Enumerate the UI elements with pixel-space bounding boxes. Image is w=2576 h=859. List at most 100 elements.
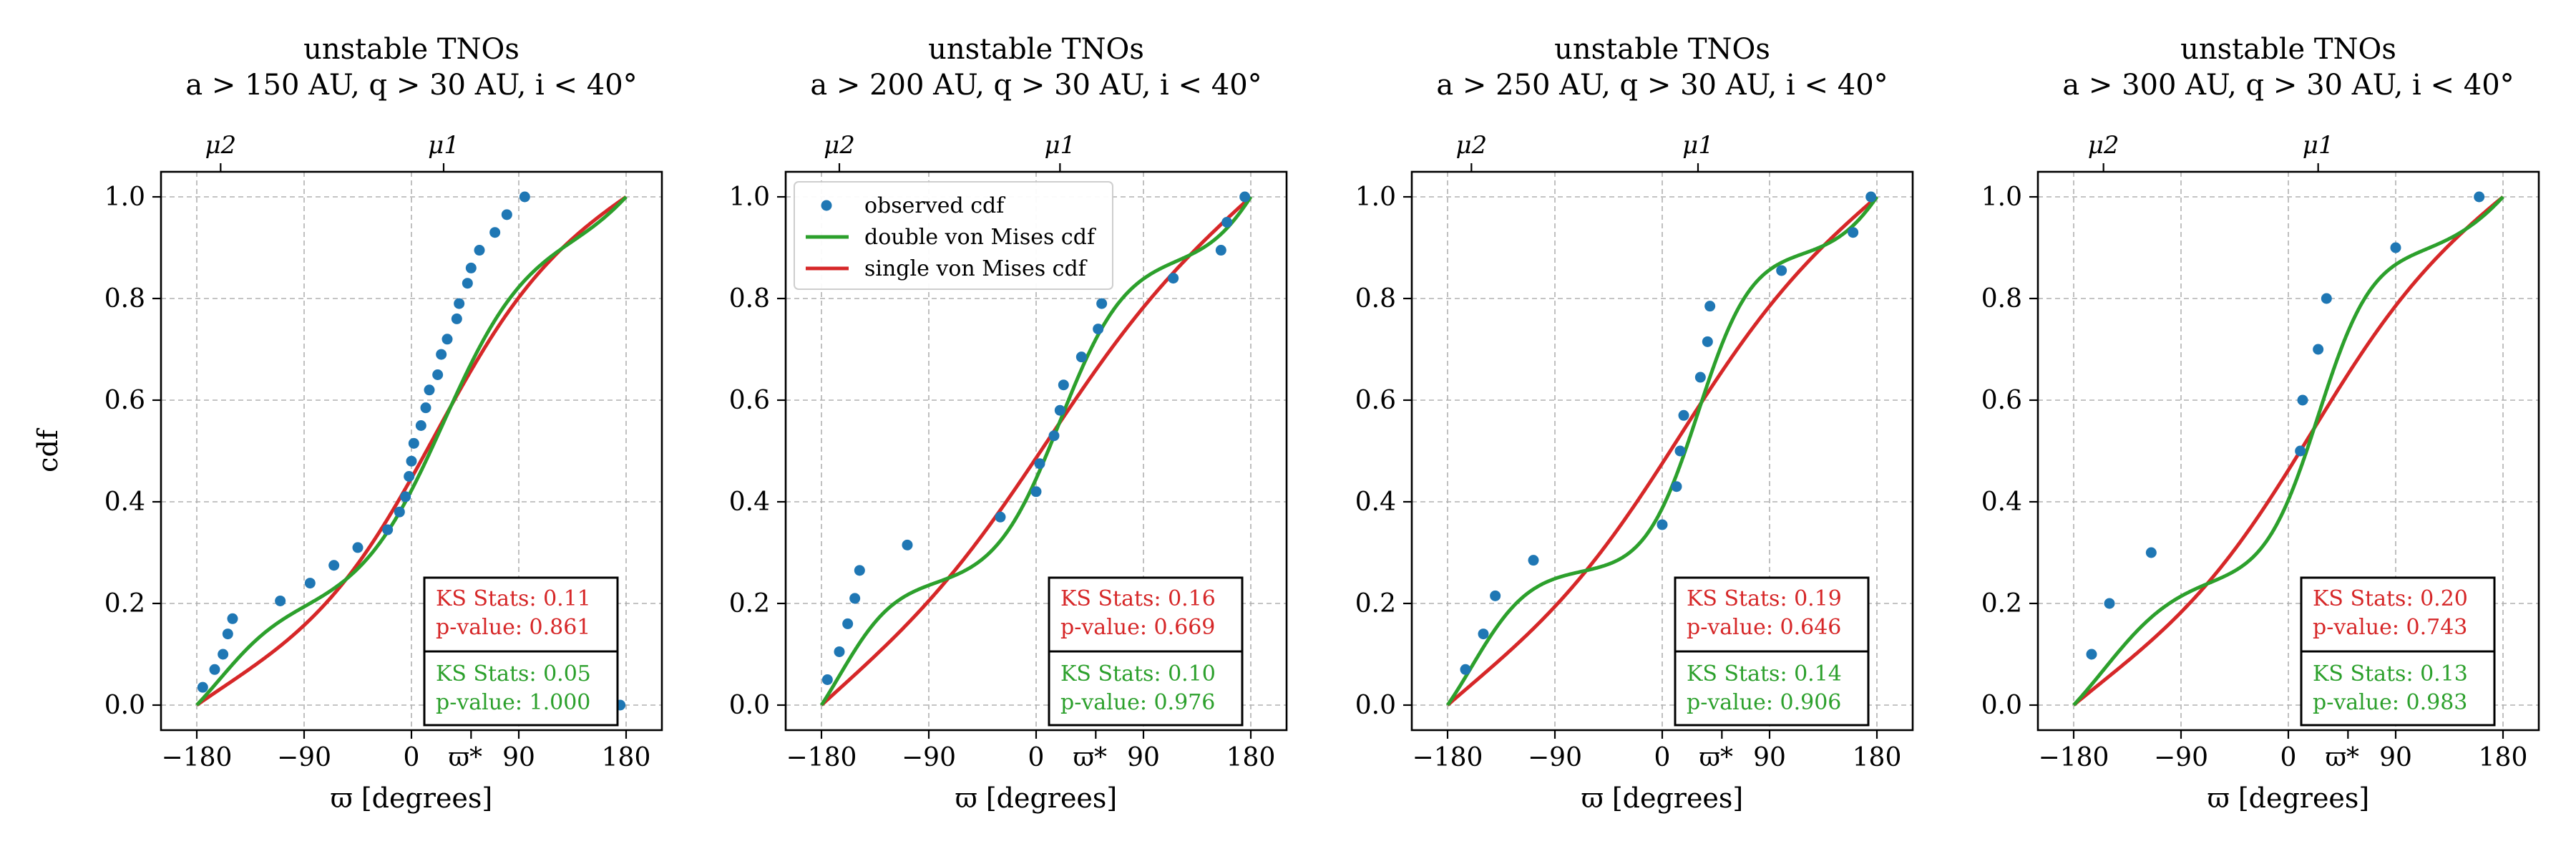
observed-cdf-point [501, 209, 512, 220]
pomega-star-label: ϖ* [449, 743, 482, 772]
x-tick-label: 180 [1853, 743, 1902, 772]
ks-double-stat: KS Stats: 0.10 [1060, 661, 1216, 686]
observed-cdf-point [404, 471, 415, 482]
observed-cdf-point [995, 511, 1006, 523]
ks-double-pvalue: p-value: 0.906 [1687, 690, 1841, 715]
observed-cdf-point [1704, 301, 1716, 312]
panel-subtitle: a > 150 AU, q > 30 AU, i < 40° [185, 69, 637, 102]
observed-cdf-point [1075, 351, 1087, 363]
observed-cdf-point [1776, 265, 1787, 276]
observed-cdf-point [328, 560, 340, 571]
observed-cdf-point [424, 384, 435, 396]
observed-cdf-point [519, 191, 530, 203]
double-von-mises-cdf-line [2072, 195, 2504, 707]
ks-double-box [2300, 650, 2496, 727]
y-tick-label: 1.0 [104, 183, 145, 212]
observed-cdf-point [1054, 404, 1065, 416]
panel-title: unstable TNOs [2180, 33, 2396, 66]
observed-cdf-point [382, 524, 394, 535]
observed-cdf-point [394, 506, 405, 518]
ks-double-box [1674, 650, 1870, 727]
x-axis-label: ϖ [degrees] [331, 782, 493, 814]
observed-cdf-point [465, 262, 477, 273]
observed-cdf-point [406, 455, 417, 467]
ks-single-stat: KS Stats: 0.19 [1687, 586, 1842, 611]
observed-cdf-point [420, 402, 431, 414]
observed-cdf-point [1034, 458, 1045, 470]
ks-single-pvalue: p-value: 0.743 [2313, 615, 2467, 640]
y-tick-label: 0.2 [729, 589, 770, 618]
panel-title: unstable TNOs [303, 33, 519, 66]
observed-cdf-point [1478, 629, 1489, 640]
y-tick-label: 0.8 [729, 284, 770, 314]
x-tick-label: 90 [2379, 743, 2412, 772]
observed-cdf-point [1048, 430, 1060, 442]
observed-cdf-point [432, 369, 444, 380]
observed-cdf-point [451, 313, 462, 324]
x-axis-label: ϖ [degrees] [955, 782, 1118, 814]
observed-cdf-point [1168, 273, 1179, 284]
y-tick-label: 0.6 [729, 386, 770, 415]
panel-title: unstable TNOs [1554, 33, 1770, 66]
mu-label: μ1 [2303, 131, 2334, 160]
observed-cdf-point [1058, 379, 1069, 391]
x-tick-label: −90 [1528, 743, 1582, 772]
ks-double-box [1048, 650, 1244, 727]
observed-cdf-point [218, 649, 229, 660]
ks-single-pvalue: p-value: 0.861 [436, 615, 590, 640]
observed-cdf-point [197, 681, 208, 693]
x-tick-label: 90 [1127, 743, 1160, 772]
y-tick-label: 0.4 [1981, 487, 2022, 517]
x-tick-label: −90 [2154, 743, 2208, 772]
observed-cdf-point [454, 298, 465, 309]
observed-cdf-point [2313, 344, 2324, 355]
y-tick-label: 0.4 [104, 487, 145, 517]
x-tick-label: 0 [404, 743, 420, 772]
observed-cdf-point [834, 646, 845, 657]
x-tick-label: −90 [277, 743, 331, 772]
x-tick-label: 90 [1753, 743, 1786, 772]
x-tick-label: 180 [602, 743, 651, 772]
x-tick-label: 0 [1028, 743, 1045, 772]
x-tick-label: 0 [2280, 743, 2297, 772]
y-tick-label: 0.4 [1355, 487, 1396, 517]
ks-double-pvalue: p-value: 1.000 [436, 690, 590, 715]
single-von-mises-cdf-line [2072, 195, 2504, 707]
observed-cdf-point [1865, 191, 1877, 203]
ks-double-stat: KS Stats: 0.14 [1687, 661, 1842, 686]
ks-double-stat: KS Stats: 0.05 [436, 661, 591, 686]
observed-cdf-point [304, 578, 316, 589]
x-tick-label: −180 [1413, 743, 1483, 772]
ks-single-stat: KS Stats: 0.11 [436, 586, 591, 611]
observed-cdf-point [1671, 481, 1682, 492]
mu-label: μ1 [428, 131, 459, 160]
panel-title: unstable TNOs [928, 33, 1144, 66]
mu-label: μ2 [2088, 131, 2119, 160]
ks-single-pvalue: p-value: 0.646 [1687, 615, 1841, 640]
mu-label: μ2 [205, 131, 236, 160]
double-von-mises-cdf-line [195, 195, 628, 707]
y-tick-label: 0.8 [104, 284, 145, 314]
observed-cdf-point [1678, 409, 1689, 421]
observed-cdf-point [821, 674, 833, 685]
observed-cdf-point [849, 593, 861, 604]
ks-single-stat: KS Stats: 0.16 [1060, 586, 1216, 611]
observed-cdf-point [400, 491, 411, 503]
observed-cdf-point [842, 618, 854, 629]
observed-cdf-point [1848, 227, 1859, 238]
observed-cdf-point [474, 245, 485, 256]
single-von-mises-cdf-line [1446, 195, 1878, 707]
x-tick-label: −180 [162, 743, 233, 772]
mu-label: μ1 [1044, 131, 1075, 160]
ks-double-pvalue: p-value: 0.976 [1060, 690, 1215, 715]
legend-observed-marker [821, 200, 832, 211]
observed-cdf-point [1460, 664, 1471, 675]
ks-double-stat: KS Stats: 0.13 [2313, 661, 2468, 686]
observed-cdf-point [1694, 372, 1706, 383]
y-tick-label: 0.2 [1981, 589, 2022, 618]
observed-cdf-point [854, 565, 865, 576]
y-tick-label: 0.6 [1355, 386, 1396, 415]
